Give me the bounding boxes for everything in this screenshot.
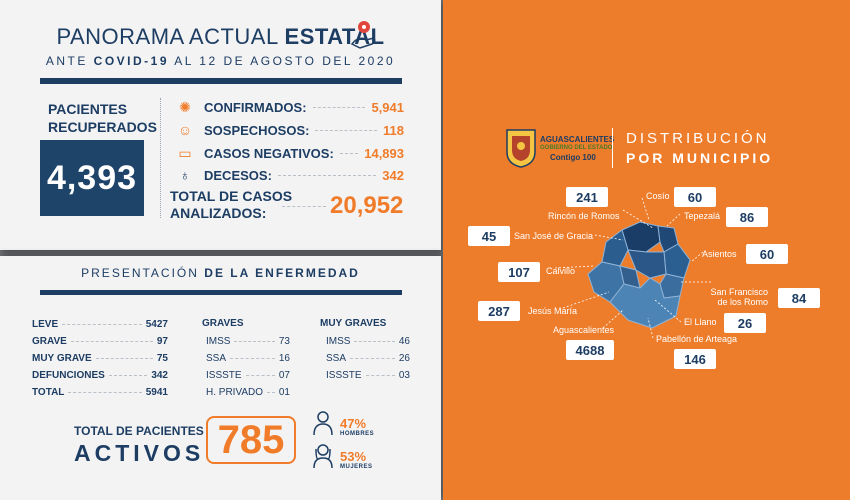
graves-row: SSA 16 <box>206 352 290 364</box>
municipality-label: Cosío <box>646 191 670 201</box>
municipality-value: 287 <box>478 301 520 321</box>
municipality-value: 60 <box>746 244 788 264</box>
women-percentage: 53% <box>340 449 367 464</box>
total-cases-value: 20,952 <box>330 192 404 219</box>
municipality-label: Pabellón de Arteaga <box>656 334 738 344</box>
muy-graves-row: IMSS 46 <box>326 335 410 347</box>
active-label: TOTAL DE PACIENTES <box>74 424 204 438</box>
municipality-value: 86 <box>726 207 768 227</box>
municipality-label: Aguascalientes <box>553 325 615 335</box>
virus-icon: ✺ <box>179 98 191 115</box>
municipality-label: Rincón de Romos <box>548 211 620 221</box>
stat-row-negativos: ▭ CASOS NEGATIVOS: 14,893 <box>174 144 404 162</box>
state-coat-of-arms-icon <box>506 129 536 168</box>
divider <box>40 78 402 84</box>
leader-lines <box>554 197 711 339</box>
severity-row: GRAVE 97 <box>32 335 168 347</box>
page-subtitle: ANTE COVID-19 AL 12 DE AGOSTO DEL 2020 <box>45 54 396 68</box>
woman-icon <box>313 444 333 469</box>
mask-icon: ▭ <box>178 144 192 161</box>
graves-row: H. PRIVADO 01 <box>206 386 290 398</box>
graves-header: GRAVES <box>202 318 244 329</box>
severity-row: DEFUNCIONES 342 <box>32 369 168 381</box>
women-label: MUJERES <box>340 464 373 470</box>
municipality-label: El Llano <box>684 317 717 327</box>
divider <box>40 290 402 295</box>
municipality-value: 84 <box>778 288 820 308</box>
municipality-label: Jesús María <box>528 306 578 316</box>
municipality-value: 241 <box>566 187 608 207</box>
divider <box>612 128 613 168</box>
municipality-label: San José de Gracia <box>514 231 594 241</box>
municipality-value: 107 <box>498 262 540 282</box>
municipality-value: 26 <box>724 313 766 333</box>
location-hand-icon <box>350 21 376 49</box>
severity-row: MUY GRAVE 75 <box>32 352 168 364</box>
logo-slogan: Contigo 100 <box>550 153 596 162</box>
stat-row-confirmados: ✺ CONFIRMADOS: 5,941 <box>174 98 404 116</box>
men-percentage: 47% <box>340 416 367 431</box>
divider <box>160 98 161 218</box>
municipality-label: San Francisco de los Romo <box>710 287 768 307</box>
man-icon <box>313 411 333 436</box>
graves-row: IMSS 73 <box>206 335 290 347</box>
recovered-label: PACIENTES RECUPERADOS <box>48 101 157 135</box>
presentation-card <box>0 256 441 500</box>
municipality-label: Tepezalá <box>684 211 721 221</box>
page-title: PANORAMA ACTUAL ESTATAL <box>56 24 385 49</box>
state-map <box>587 221 691 329</box>
severity-row: LEVE 5427 <box>32 318 168 330</box>
municipality-value: 4688 <box>566 340 614 360</box>
recovered-value: 4,393 <box>40 140 144 216</box>
distribution-subtitle: POR MUNICIPIO <box>626 150 774 166</box>
muy-graves-row: SSA 26 <box>326 352 410 364</box>
logo-text: AGUASCALIENTES <box>540 135 615 144</box>
section-title: PRESENTACIÓN DE LA ENFERMEDAD <box>81 266 360 280</box>
total-cases-label: TOTAL DE CASOS ANALIZADOS: <box>170 188 293 221</box>
municipality-value: 146 <box>674 349 716 369</box>
stat-row-sospechosos: ☺ SOSPECHOSOS: 118 <box>174 121 404 139</box>
municipality-label: Calvillo <box>546 266 576 276</box>
municipality-label: Asientos <box>702 249 737 259</box>
stat-row-decesos: ♁ DECESOS: 342 <box>174 166 404 184</box>
men-label: HOMBRES <box>340 431 375 437</box>
person-icon: ☺ <box>177 122 193 138</box>
active-value: 785 <box>206 416 296 464</box>
active-title: ACTIVOS <box>74 440 205 466</box>
ribbon-icon: ♁ <box>179 167 191 183</box>
municipality-value: 45 <box>468 226 510 246</box>
logo-subtext: GOBIERNO DEL ESTADO <box>540 145 613 151</box>
municipality-value: 60 <box>674 187 716 207</box>
severity-row: TOTAL 5941 <box>32 386 168 398</box>
distribution-title: DISTRIBUCIÓN <box>626 130 770 147</box>
graves-row: ISSSTE 07 <box>206 369 290 381</box>
muy-graves-header: MUY GRAVES <box>320 318 387 329</box>
muy-graves-row: ISSSTE 03 <box>326 369 410 381</box>
